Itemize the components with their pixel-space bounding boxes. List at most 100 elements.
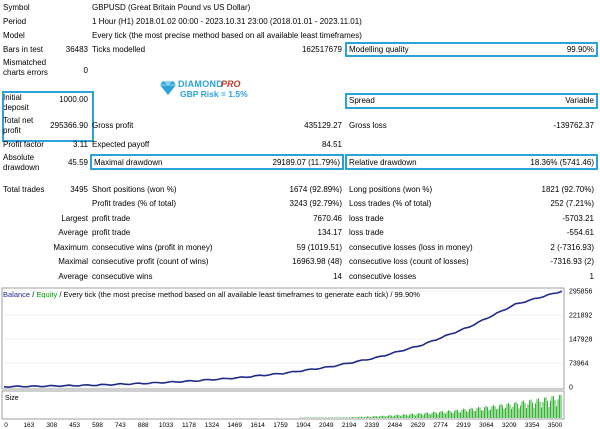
row-period: Period 1 Hour (H1) 2018.01.02 00:00 - 20… [0,16,600,27]
mismatch-value: 0 [83,66,88,75]
period-label: Period [3,17,27,26]
largest-label: Largest [61,214,88,223]
initial-deposit-label: Initial deposit [3,93,29,112]
total-trades-value: 3495 [70,185,88,194]
volume-label: Size [5,395,19,402]
balance-series-line [3,290,563,389]
row-maximum: Maximum consecutive wins (profit in mone… [0,242,600,253]
gross-profit-value: 435129.27 [304,121,342,130]
maximal-losses-label: consecutive loss (count of losses) [349,257,469,266]
row-largest: Largest profit trade 7670.46 loss trade … [0,213,600,224]
short-positions-value: 1674 (92.89%) [289,185,342,194]
x-tick-label: 2629 [411,422,426,429]
x-tick-label: 743 [115,422,126,429]
short-positions-label: Short positions (won %) [92,185,177,194]
row-bars: Bars in test 36483 Ticks modelled 162517… [0,44,600,55]
x-tick-label: 1614 [250,422,265,429]
max-drawdown-value: 29189.07 (11.79%) [272,158,340,167]
gross-loss-label: Gross loss [349,121,387,130]
x-tick-label: 2049 [319,422,334,429]
x-tick-label: 3500 [548,422,563,429]
x-tick-label: 2919 [456,422,471,429]
expected-payoff-value: 84.51 [321,140,342,149]
gross-loss-value: -139762.37 [553,121,594,130]
maximum-wins-label: consecutive wins (profit in money) [92,243,213,252]
x-tick-label: 1178 [182,422,196,429]
total-trades-label: Total trades [3,185,45,194]
average-label: Average [58,228,88,237]
symbol-value: GBPUSD (Great Britain Pound vs US Dollar… [92,3,251,12]
spread-highlight-box [345,93,598,109]
x-tick-label: 2774 [433,422,448,429]
average-profit-value: 134.17 [317,228,342,237]
loss-trades-value: 252 (7.21%) [550,199,594,208]
expected-payoff-label: Expected payoff [92,140,150,149]
net-profit-label: Total net profit [3,116,34,135]
y-tick-label: 221892 [569,313,592,320]
net-profit-value: 295366.90 [50,121,88,130]
x-tick-label: 3209 [502,422,517,429]
maximum-losses-label: consecutive losses (loss in money) [349,243,473,252]
abs-drawdown-value: 45.59 [67,158,88,167]
row-symbol: Symbol GBPUSD (Great Britain Pound vs US… [0,2,600,13]
chart-grid [2,290,564,388]
volume-plot-frame [1,390,565,420]
row-total-trades: Total trades 3495 Short positions (won %… [0,184,600,195]
x-tick-label: 2194 [342,422,357,429]
logo-risk: GBP Risk = 1.5% [180,89,248,99]
volume-bars [299,394,562,418]
profit-trades-value: 3243 (92.79%) [289,199,342,208]
y-tick-label: 147928 [569,337,592,344]
row-profit-factor: Profit factor 3.11 Expected payoff 84.51 [0,139,600,150]
y-tick-label: 0 [569,385,573,392]
quality-highlight-box [345,42,598,57]
x-tick-label: 308 [46,422,57,429]
largest-loss-label: loss trade [349,214,384,223]
largest-profit-label: profit trade [92,214,131,223]
model-label: Model [3,31,25,40]
logo-pro: PRO [221,79,241,89]
x-tick-label: 598 [92,422,103,429]
maximal-wins-value: 16963.98 (48) [292,257,342,266]
diamond-icon [160,81,176,95]
legend-sep2: / [57,290,64,299]
rel-drawdown-label: Relative drawdown [349,158,417,167]
rel-drawdown-value: 18.36% (5741.46) [530,158,594,167]
chart-plot-frame [1,287,565,390]
ticks-value: 162517679 [301,45,342,54]
average2-label: Average [58,272,88,281]
x-axis-ticks: 0 163 308 453 598 743 888 1033 1178 1324 1469 1614 1… [4,422,562,429]
row-model: Model Every tick (the most precise metho… [0,30,600,41]
maximal-label: Maximal [58,257,88,266]
average2-wins-value: 14 [333,272,342,281]
profit-factor-label: Profit factor [3,140,44,149]
legend-sep3: / [388,290,395,299]
spread-label: Spread [349,96,375,105]
maximum-wins-value: 59 (1019.51) [296,243,342,252]
y-tick-label: 295856 [569,289,592,296]
logo-brand: DIAMOND [178,79,224,89]
x-tick-label: 1324 [205,422,220,429]
average-loss-value: -554.61 [566,228,594,237]
loss-trades-label: Loss trades (% of total) [349,199,432,208]
average2-losses-value: 1 [589,272,594,281]
quality-label: Modelling quality [349,45,409,54]
row-maximal: Maximal consecutive profit (count of win… [0,256,600,267]
average2-losses-label: consecutive losses [349,272,417,281]
initial-deposit-value: 1000.00 [59,95,88,104]
x-tick-label: 163 [23,422,34,429]
x-tick-label: 3354 [525,422,540,429]
bars-value: 36483 [65,45,88,54]
long-positions-label: Long positions (won %) [349,185,433,194]
x-tick-label: 0 [4,422,8,429]
period-value: 1 Hour (H1) 2018.01.02 00:00 - 2023.10.3… [92,17,362,26]
gross-profit-label: Gross profit [92,121,134,130]
max-drawdown-label: Maximal drawdown [94,158,163,167]
chart-legend: Balance / Equity / Every tick (the most … [3,290,420,299]
legend-sep1: / [30,290,37,299]
ticks-label: Ticks modelled [92,45,146,54]
x-tick-label: 3064 [479,422,494,429]
x-tick-label: 2484 [388,422,403,429]
balance-chart: 295856 221892 147928 73964 0 0 163 308 453 598 74… [0,287,600,429]
x-tick-label: 1904 [296,422,311,429]
